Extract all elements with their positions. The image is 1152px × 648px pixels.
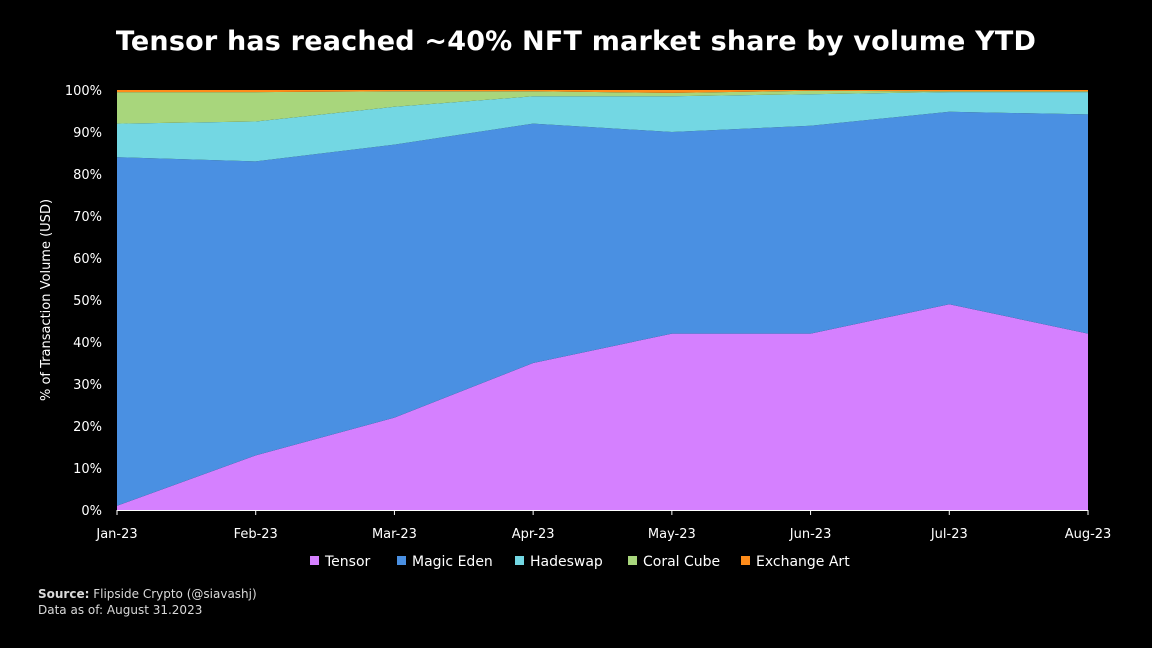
y-tick-label: 70% — [73, 210, 102, 225]
y-tick-label: 100% — [65, 84, 102, 99]
x-tick-label: Jul-23 — [930, 527, 968, 542]
y-tick-label: 90% — [73, 126, 102, 141]
legend-swatch — [515, 556, 524, 565]
legend-item-coral-cube: Coral Cube — [628, 554, 720, 570]
legend-item-hadeswap: Hadeswap — [515, 554, 603, 570]
x-tick-label: Jun-23 — [789, 527, 832, 542]
data-as-of-label: Data as of: — [38, 603, 104, 617]
x-tick-label: Aug-23 — [1065, 527, 1112, 542]
x-tick-label: Jan-23 — [95, 527, 137, 542]
area-coral-cube — [117, 90, 1088, 124]
legend-label: Exchange Art — [756, 554, 850, 570]
legend-swatch — [741, 556, 750, 565]
area-hadeswap — [117, 92, 1088, 162]
legend: Tensor Magic Eden Hadeswap Coral Cube Exchan… — [310, 554, 850, 570]
legend-swatch — [628, 556, 637, 565]
y-axis-ticks: 0% 10% 20% 30% 40% 50% 60% 70% 80% 90% 100% — [65, 84, 102, 519]
legend-item-tensor: Tensor — [310, 554, 371, 570]
y-tick-label: 30% — [73, 378, 102, 393]
area-magic-eden — [117, 111, 1088, 506]
y-tick-label: 10% — [73, 462, 102, 477]
y-tick-label: 20% — [73, 420, 102, 435]
legend-label: Hadeswap — [530, 554, 603, 570]
y-tick-label: 50% — [73, 294, 102, 309]
x-tick-label: May-23 — [648, 527, 696, 542]
source-label: Source: — [38, 587, 90, 601]
source-note: Source: Flipside Crypto (@siavashj) Data… — [38, 586, 257, 618]
area-tensor — [117, 304, 1088, 510]
legend-label: Magic Eden — [412, 554, 493, 570]
legend-item-exchange-art: Exchange Art — [741, 554, 850, 570]
y-tick-label: 40% — [73, 336, 102, 351]
legend-swatch — [310, 556, 319, 565]
x-tick-label: Feb-23 — [234, 527, 278, 542]
data-as-of-text: August 31.2023 — [106, 603, 203, 617]
legend-label: Tensor — [324, 554, 371, 570]
x-tick-label: Apr-23 — [512, 527, 555, 542]
y-axis-label: % of Transaction Volume (USD) — [39, 199, 54, 401]
y-tick-label: 80% — [73, 168, 102, 183]
x-axis-ticks: Jan-23 Feb-23 Mar-23 Apr-23 May-23 Jun-23 Jul-… — [95, 510, 1111, 542]
series-areas — [117, 90, 1088, 510]
legend-label: Coral Cube — [643, 554, 720, 570]
chart-title: Tensor has reached ~40% NFT market share… — [115, 26, 1037, 57]
legend-item-magic-eden: Magic Eden — [397, 554, 493, 570]
area-exchange-art — [117, 90, 1088, 93]
x-tick-label: Mar-23 — [372, 527, 417, 542]
y-tick-label: 60% — [73, 252, 102, 267]
y-tick-label: 0% — [81, 504, 102, 519]
source-text: Flipside Crypto (@siavashj) — [93, 587, 257, 601]
legend-swatch — [397, 556, 406, 565]
